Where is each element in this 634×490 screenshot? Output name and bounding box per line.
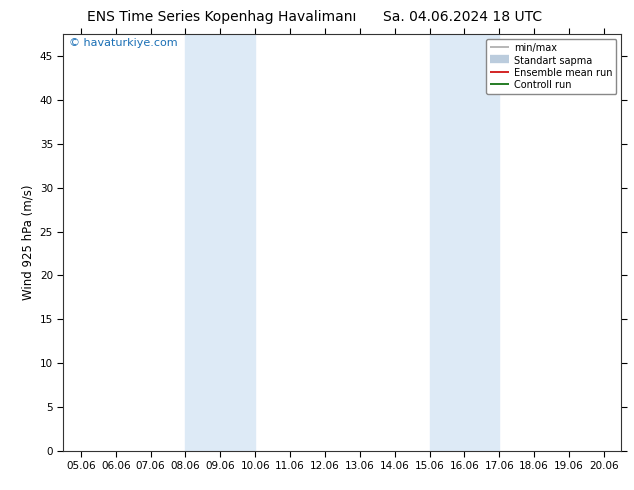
Bar bbox=[429, 34, 500, 451]
Text: ENS Time Series Kopenhag Havalimanı: ENS Time Series Kopenhag Havalimanı bbox=[87, 10, 356, 24]
Y-axis label: Wind 925 hPa (m/s): Wind 925 hPa (m/s) bbox=[21, 185, 34, 300]
Legend: min/max, Standart sapma, Ensemble mean run, Controll run: min/max, Standart sapma, Ensemble mean r… bbox=[486, 39, 616, 94]
Text: Sa. 04.06.2024 18 UTC: Sa. 04.06.2024 18 UTC bbox=[384, 10, 542, 24]
Text: © havaturkiye.com: © havaturkiye.com bbox=[69, 38, 178, 49]
Bar bbox=[185, 34, 255, 451]
